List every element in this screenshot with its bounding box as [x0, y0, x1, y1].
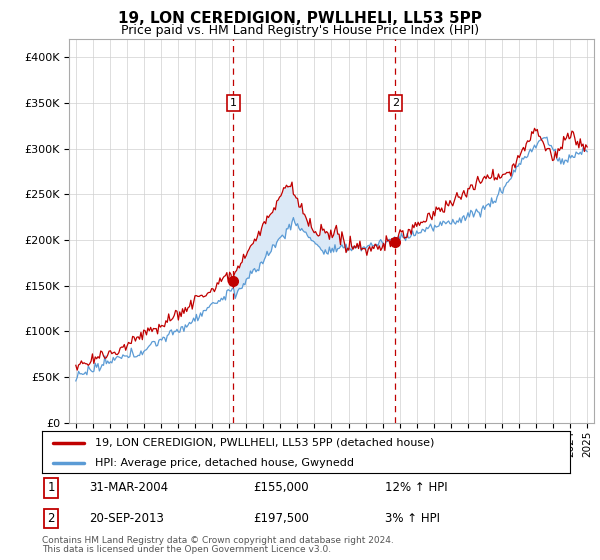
- Text: 2: 2: [392, 98, 399, 108]
- Text: Price paid vs. HM Land Registry's House Price Index (HPI): Price paid vs. HM Land Registry's House …: [121, 24, 479, 36]
- Text: 31-MAR-2004: 31-MAR-2004: [89, 481, 169, 494]
- Text: 1: 1: [230, 98, 237, 108]
- Text: 20-SEP-2013: 20-SEP-2013: [89, 512, 164, 525]
- Text: £155,000: £155,000: [253, 481, 309, 494]
- Text: 19, LON CEREDIGION, PWLLHELI, LL53 5PP (detached house): 19, LON CEREDIGION, PWLLHELI, LL53 5PP (…: [95, 438, 434, 448]
- Text: 19, LON CEREDIGION, PWLLHELI, LL53 5PP: 19, LON CEREDIGION, PWLLHELI, LL53 5PP: [118, 11, 482, 26]
- Text: This data is licensed under the Open Government Licence v3.0.: This data is licensed under the Open Gov…: [42, 545, 331, 554]
- Text: 2: 2: [47, 512, 55, 525]
- Text: Contains HM Land Registry data © Crown copyright and database right 2024.: Contains HM Land Registry data © Crown c…: [42, 536, 394, 545]
- Text: 3% ↑ HPI: 3% ↑ HPI: [385, 512, 440, 525]
- Text: HPI: Average price, detached house, Gwynedd: HPI: Average price, detached house, Gwyn…: [95, 458, 354, 468]
- Text: 12% ↑ HPI: 12% ↑ HPI: [385, 481, 448, 494]
- Text: £197,500: £197,500: [253, 512, 309, 525]
- Text: 1: 1: [47, 481, 55, 494]
